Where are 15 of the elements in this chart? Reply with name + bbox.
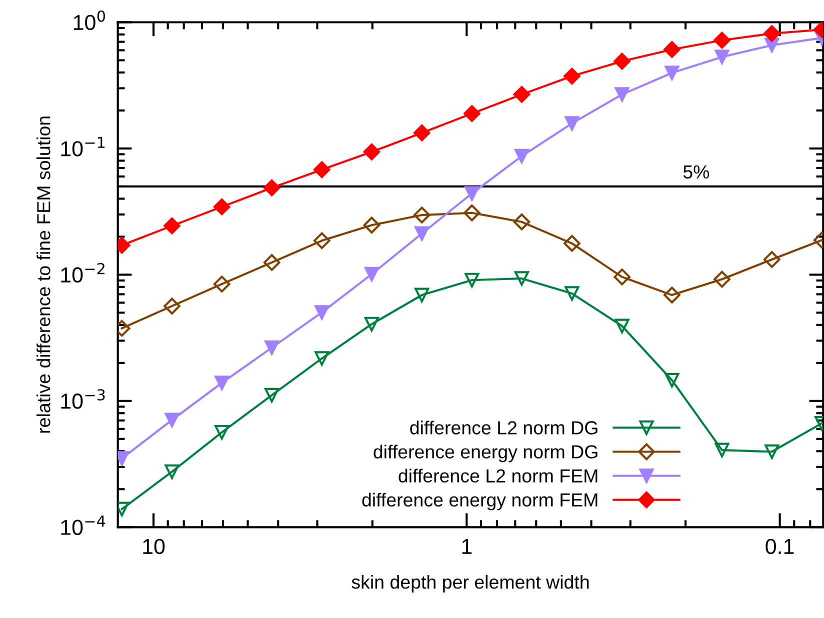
y-tick-label: 10$^{−4}$ [61,516,106,536]
ref-line-label: 5% [683,165,710,179]
y-axis-title: relative difference to fine FEM solution [36,116,50,433]
legend-label: difference energy norm DG [374,444,598,462]
legend-label: difference L2 norm DG [410,420,598,434]
y-tick-label: 10$^{0}$ [74,10,106,30]
x-axis-title: skin depth per element width [352,575,589,592]
y-tick-label: 10$^{−2}$ [61,262,104,283]
x-tick-label: 10 [143,538,165,554]
y-tick-label: 10$^{−3}$ [61,389,105,409]
legend-label: difference L2 norm FEM [398,468,598,483]
y-tick-label: 10$^{−1}$ [61,136,105,156]
x-tick-label: 0.1 [766,538,794,554]
legend-label: difference energy norm FEM [362,492,598,510]
x-tick-label: 1 [462,539,472,554]
